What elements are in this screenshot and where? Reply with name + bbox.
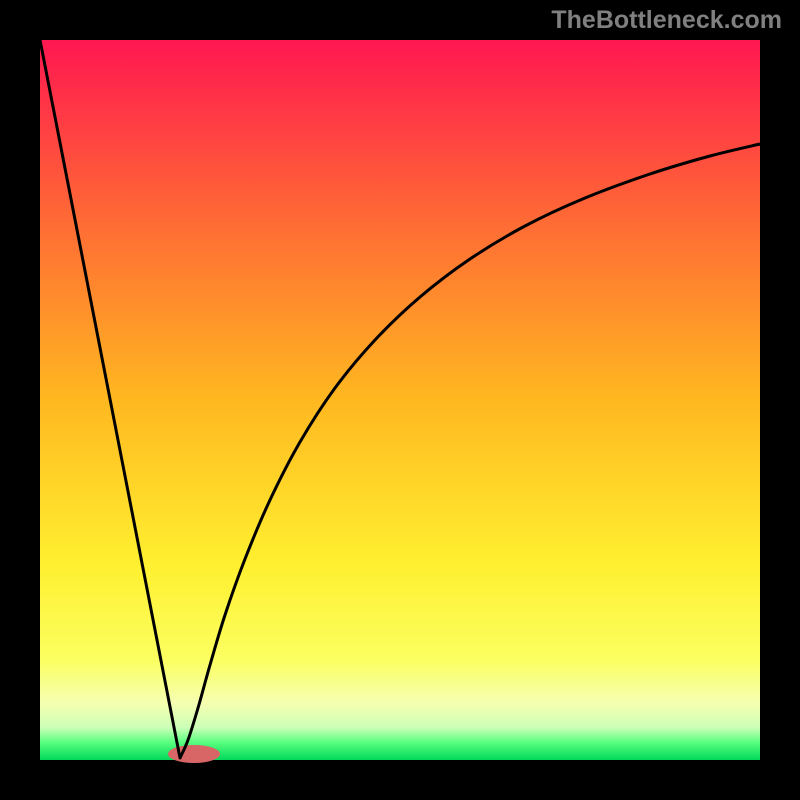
optimal-marker bbox=[168, 745, 220, 763]
chart-container: TheBottleneck.com bbox=[0, 0, 800, 800]
bottleneck-curve-chart bbox=[0, 0, 800, 800]
plot-background bbox=[40, 40, 760, 760]
